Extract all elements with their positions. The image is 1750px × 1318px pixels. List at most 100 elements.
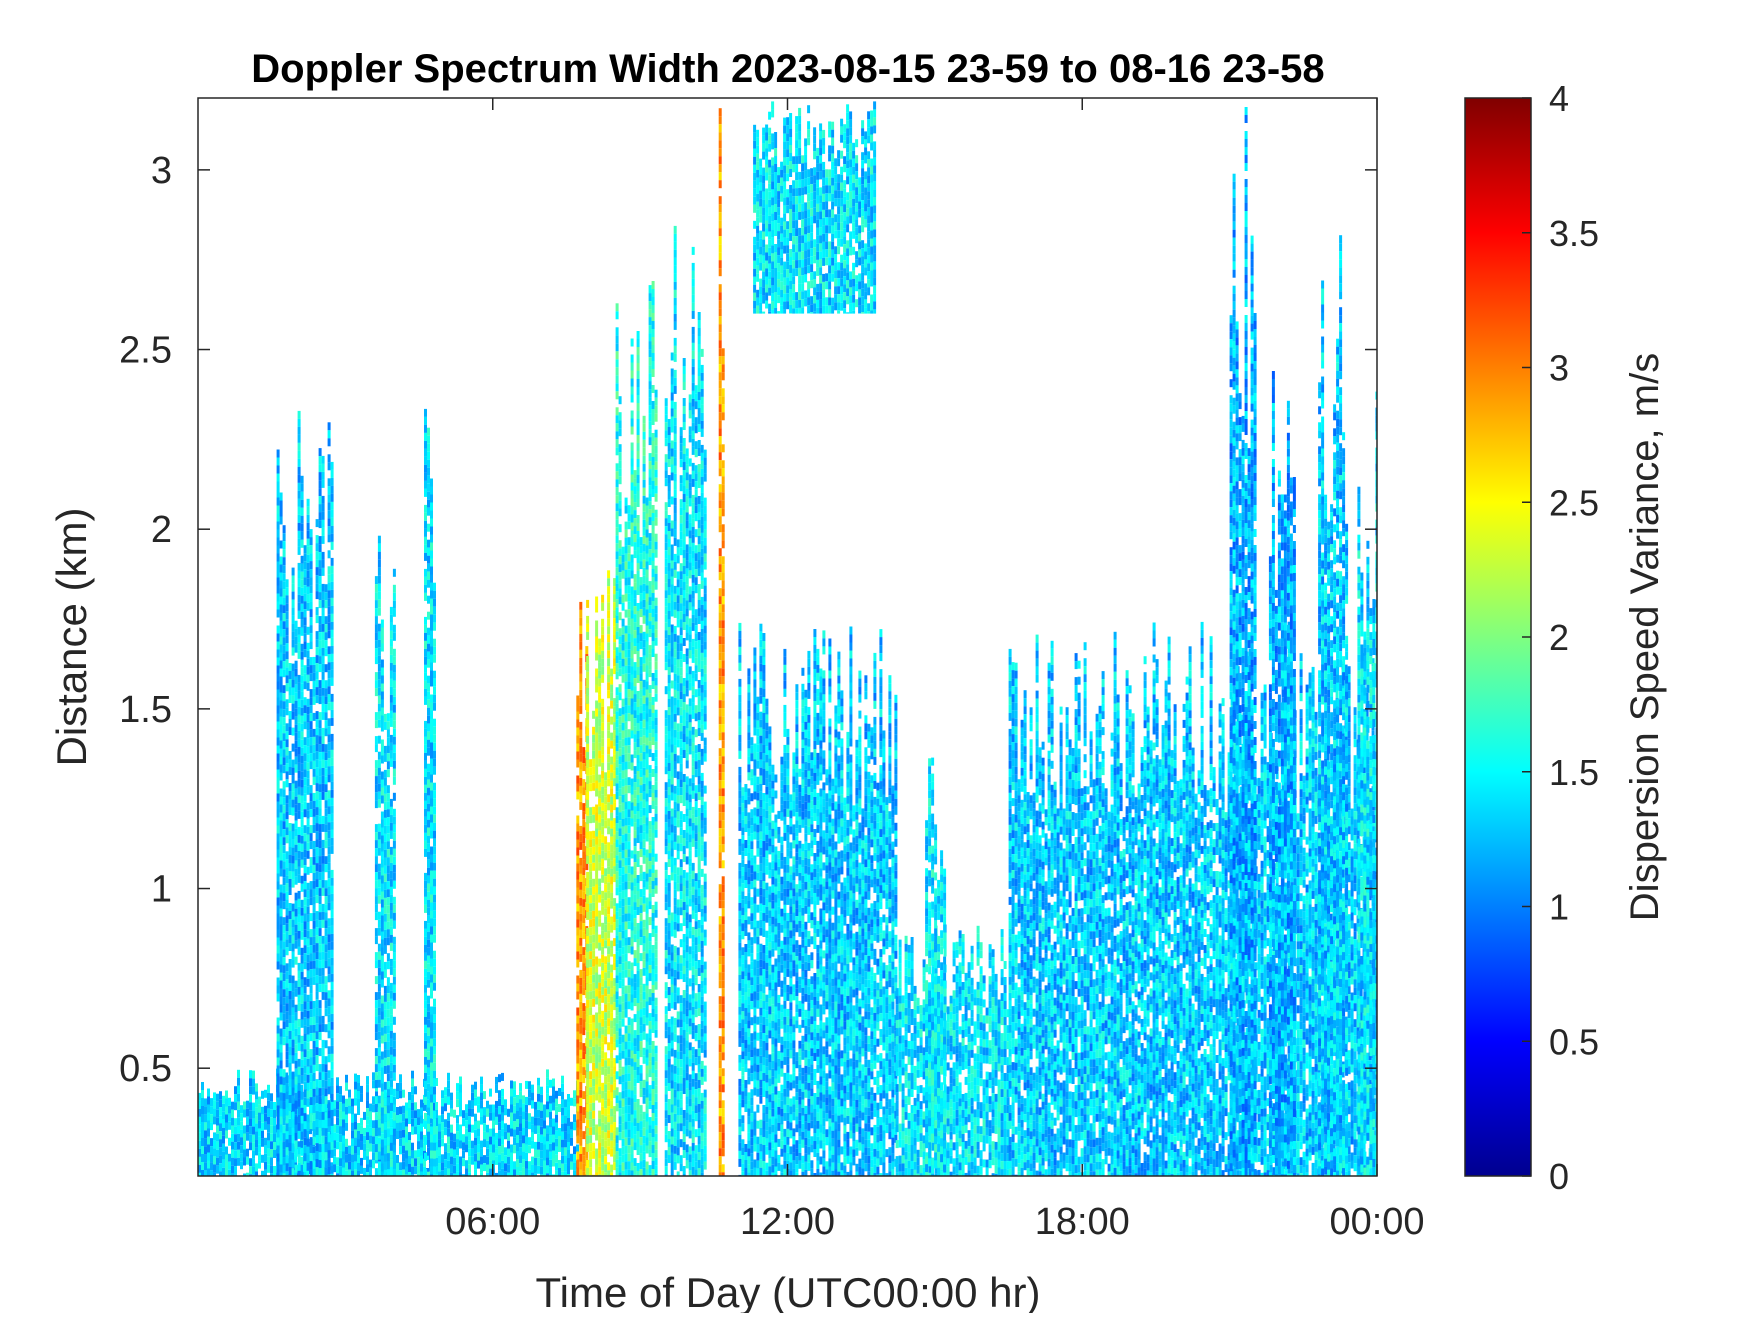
heatmap-cell	[622, 595, 625, 603]
heatmap-cell	[640, 785, 643, 793]
heatmap-cell	[424, 1113, 427, 1121]
heatmap-cell	[424, 1033, 427, 1041]
heatmap-cell	[625, 922, 628, 930]
heatmap-cell	[637, 1011, 640, 1019]
heatmap-cell	[430, 887, 433, 895]
heatmap-cell	[498, 1106, 501, 1114]
heatmap-cell	[252, 1127, 255, 1135]
heatmap-cell	[307, 659, 310, 667]
heatmap-cell	[601, 707, 604, 715]
heatmap-cell	[610, 1149, 613, 1157]
heatmap-cell	[450, 1141, 453, 1149]
heatmap-cell	[601, 851, 604, 859]
heatmap-cell	[393, 865, 396, 873]
heatmap-cell	[595, 829, 598, 837]
heatmap-cell	[378, 928, 381, 936]
heatmap-cell	[277, 682, 280, 690]
heatmap-cell	[298, 523, 301, 531]
heatmap-cell	[378, 872, 381, 880]
heatmap-cell	[589, 863, 592, 871]
heatmap-cell	[438, 1147, 441, 1155]
heatmap-cell	[319, 560, 322, 568]
heatmap-cell	[289, 1143, 292, 1151]
heatmap-cell	[292, 592, 295, 600]
heatmap-cell	[444, 1095, 447, 1103]
heatmap-cell	[384, 850, 387, 858]
heatmap-cell	[322, 816, 325, 824]
heatmap-cell	[328, 1046, 331, 1054]
heatmap-cell	[381, 716, 384, 724]
heatmap-cell	[298, 1115, 301, 1123]
heatmap-cell	[307, 955, 310, 963]
heatmap-cell	[495, 1157, 498, 1165]
heatmap-cell	[631, 539, 634, 547]
heatmap-cell	[325, 776, 328, 784]
heatmap-cell	[313, 1073, 316, 1081]
heatmap-cell	[424, 953, 427, 961]
heatmap-cell	[634, 950, 637, 958]
heatmap-cell	[387, 1081, 390, 1089]
heatmap-cell	[240, 1121, 243, 1129]
heatmap-cell	[372, 1144, 375, 1152]
heatmap-cell	[601, 827, 604, 835]
heatmap-cell	[607, 1122, 610, 1130]
heatmap-cell	[322, 528, 325, 536]
heatmap-cell	[322, 1168, 325, 1176]
heatmap-cell	[582, 763, 585, 771]
heatmap-cell	[462, 1110, 465, 1118]
heatmap-cell	[430, 1103, 433, 1111]
heatmap-cell	[322, 552, 325, 560]
heatmap-cell	[399, 1122, 402, 1130]
heatmap-cell	[628, 865, 631, 873]
heatmap-cell	[313, 697, 316, 705]
heatmap-cell	[444, 1103, 447, 1111]
heatmap-cell	[301, 796, 304, 804]
heatmap-cell	[298, 707, 301, 715]
heatmap-cell	[325, 616, 328, 624]
heatmap-cell	[607, 1170, 610, 1176]
heatmap-cell	[289, 663, 292, 671]
heatmap-cell	[540, 1159, 543, 1167]
heatmap-cell	[204, 1114, 207, 1122]
heatmap-cell	[420, 1164, 423, 1172]
heatmap-cell	[277, 1146, 280, 1154]
heatmap-cell	[331, 582, 334, 590]
heatmap-cell	[616, 431, 619, 439]
heatmap-cell	[616, 991, 619, 999]
heatmap-cell	[522, 1127, 525, 1135]
heatmap-cell	[598, 831, 601, 839]
heatmap-cell	[375, 896, 378, 904]
heatmap-cell	[390, 1135, 393, 1143]
heatmap-cell	[328, 1030, 331, 1038]
heatmap-cell	[543, 1113, 546, 1121]
heatmap-cell	[631, 619, 634, 627]
heatmap-cell	[628, 825, 631, 833]
heatmap-cell	[525, 1121, 528, 1129]
heatmap-cell	[453, 1158, 456, 1166]
heatmap-cell	[619, 412, 622, 420]
heatmap-cell	[219, 1123, 222, 1131]
heatmap-cell	[595, 1021, 598, 1029]
heatmap-cell	[336, 1141, 339, 1149]
heatmap-cell	[286, 731, 289, 739]
heatmap-cell	[339, 1110, 342, 1118]
heatmap-cell	[298, 947, 301, 955]
heatmap-cell	[387, 1153, 390, 1161]
heatmap-cell	[495, 1149, 498, 1157]
heatmap-cell	[286, 1163, 289, 1171]
heatmap-cell	[292, 1104, 295, 1112]
heatmap-cell	[313, 841, 316, 849]
heatmap-cell	[307, 915, 310, 923]
heatmap-cell	[222, 1128, 225, 1136]
heatmap-cell	[313, 1137, 316, 1145]
heatmap-cell	[375, 872, 378, 880]
heatmap-cell	[328, 870, 331, 878]
heatmap-cell	[616, 447, 619, 455]
heatmap-cell	[322, 456, 325, 464]
heatmap-cell	[576, 1088, 579, 1096]
heatmap-cell	[339, 1166, 342, 1174]
heatmap-cell	[295, 957, 298, 965]
heatmap-cell	[399, 1082, 402, 1090]
heatmap-cell	[228, 1122, 231, 1130]
heatmap-cell	[243, 1126, 246, 1134]
